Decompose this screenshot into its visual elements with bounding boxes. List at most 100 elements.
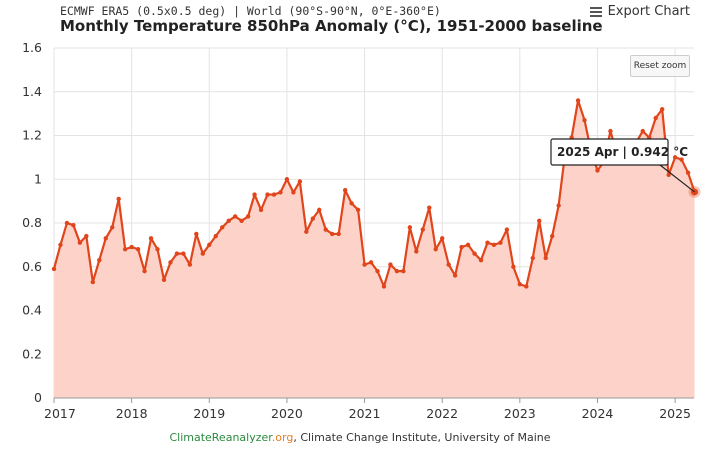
data-point[interactable] (129, 244, 134, 250)
tooltip-unit: °C (669, 145, 688, 159)
tooltip-pointer (659, 164, 695, 193)
y-tick-label: 1.2 (22, 128, 42, 143)
data-point[interactable] (148, 236, 154, 241)
data-point[interactable] (161, 277, 167, 283)
reset-zoom-button[interactable]: Reset zoom (630, 55, 690, 77)
data-point[interactable] (297, 179, 303, 184)
data-point[interactable] (401, 268, 406, 274)
data-point[interactable] (368, 260, 374, 265)
data-point[interactable] (342, 187, 348, 193)
data-point[interactable] (491, 242, 497, 248)
data-point[interactable] (679, 157, 684, 162)
data-point[interactable] (245, 214, 251, 219)
data-point[interactable] (310, 216, 315, 221)
data-point[interactable] (446, 262, 451, 267)
data-point[interactable] (459, 244, 464, 250)
data-point[interactable] (672, 155, 678, 160)
data-point[interactable] (504, 227, 510, 232)
export-chart-button[interactable]: Export Chart (589, 4, 690, 19)
data-point[interactable] (90, 279, 96, 285)
data-point[interactable] (640, 128, 645, 134)
data-point[interactable] (336, 231, 341, 237)
data-point[interactable] (472, 251, 477, 256)
data-point[interactable] (116, 196, 121, 202)
data-point[interactable] (168, 260, 173, 265)
data-point[interactable] (110, 225, 115, 230)
data-point[interactable] (549, 233, 555, 239)
data-point[interactable] (317, 207, 322, 213)
data-point[interactable] (122, 247, 128, 252)
data-point[interactable] (77, 240, 83, 245)
data-point[interactable] (194, 231, 199, 237)
data-point[interactable] (427, 205, 432, 210)
data-point[interactable] (258, 207, 264, 213)
chart-subtitle: ECMWF ERA5 (0.5x0.5 deg) | World (90°S-9… (60, 4, 441, 18)
data-point[interactable] (653, 115, 658, 121)
data-point[interactable] (181, 251, 186, 256)
data-point[interactable] (485, 240, 490, 245)
data-point[interactable] (666, 172, 671, 178)
data-point[interactable] (220, 225, 225, 230)
data-point[interactable] (543, 255, 548, 261)
data-point[interactable] (135, 247, 141, 252)
data-point[interactable] (323, 227, 328, 232)
data-point[interactable] (530, 255, 535, 261)
data-point[interactable] (278, 190, 283, 195)
data-point[interactable] (394, 268, 400, 274)
data-point[interactable] (511, 264, 516, 269)
data-point[interactable] (452, 273, 458, 278)
data-point[interactable] (608, 128, 613, 134)
data-point[interactable] (71, 222, 76, 228)
data-point[interactable] (537, 218, 542, 224)
data-point[interactable] (252, 192, 257, 197)
data-point[interactable] (465, 242, 471, 248)
data-point[interactable] (232, 214, 238, 219)
data-point[interactable] (575, 98, 581, 103)
data-point[interactable] (174, 251, 180, 256)
data-point[interactable] (388, 262, 393, 267)
credit-org[interactable]: ClimateReanalyzer (169, 431, 272, 444)
data-point[interactable] (407, 225, 413, 230)
data-point[interactable] (420, 227, 425, 232)
series-line (52, 99, 696, 288)
data-point[interactable] (685, 170, 691, 175)
data-point[interactable] (362, 262, 367, 267)
data-point[interactable] (142, 268, 147, 274)
data-point[interactable] (51, 266, 57, 272)
data-point[interactable] (349, 201, 354, 206)
data-point[interactable] (582, 117, 587, 123)
data-point[interactable] (226, 218, 231, 224)
data-point[interactable] (304, 229, 309, 234)
data-point[interactable] (239, 218, 244, 224)
data-point[interactable] (375, 268, 380, 274)
data-point[interactable] (155, 247, 160, 252)
data-point[interactable] (64, 220, 70, 226)
data-point[interactable] (556, 203, 561, 208)
data-point[interactable] (659, 107, 665, 112)
data-point[interactable] (265, 192, 270, 197)
data-point[interactable] (355, 207, 361, 213)
data-point[interactable] (103, 236, 108, 241)
data-point[interactable] (595, 168, 600, 173)
data-point[interactable] (381, 284, 387, 289)
data-point[interactable] (498, 240, 503, 245)
data-point[interactable] (330, 231, 335, 237)
data-point[interactable] (433, 247, 438, 252)
data-point[interactable] (213, 233, 218, 239)
data-point[interactable] (440, 236, 445, 241)
data-point[interactable] (517, 282, 523, 287)
data-point[interactable] (524, 284, 529, 289)
data-point[interactable] (97, 257, 102, 263)
credit-org-ext[interactable]: .org (271, 431, 294, 444)
data-point[interactable] (291, 190, 296, 195)
data-point[interactable] (58, 242, 63, 248)
data-point[interactable] (200, 251, 206, 256)
data-point[interactable] (271, 192, 277, 197)
data-point[interactable] (284, 177, 290, 182)
data-point[interactable] (187, 262, 193, 267)
data-point[interactable] (207, 242, 212, 248)
data-point[interactable] (84, 233, 89, 239)
data-point[interactable] (414, 249, 419, 254)
data-point[interactable] (478, 257, 484, 263)
